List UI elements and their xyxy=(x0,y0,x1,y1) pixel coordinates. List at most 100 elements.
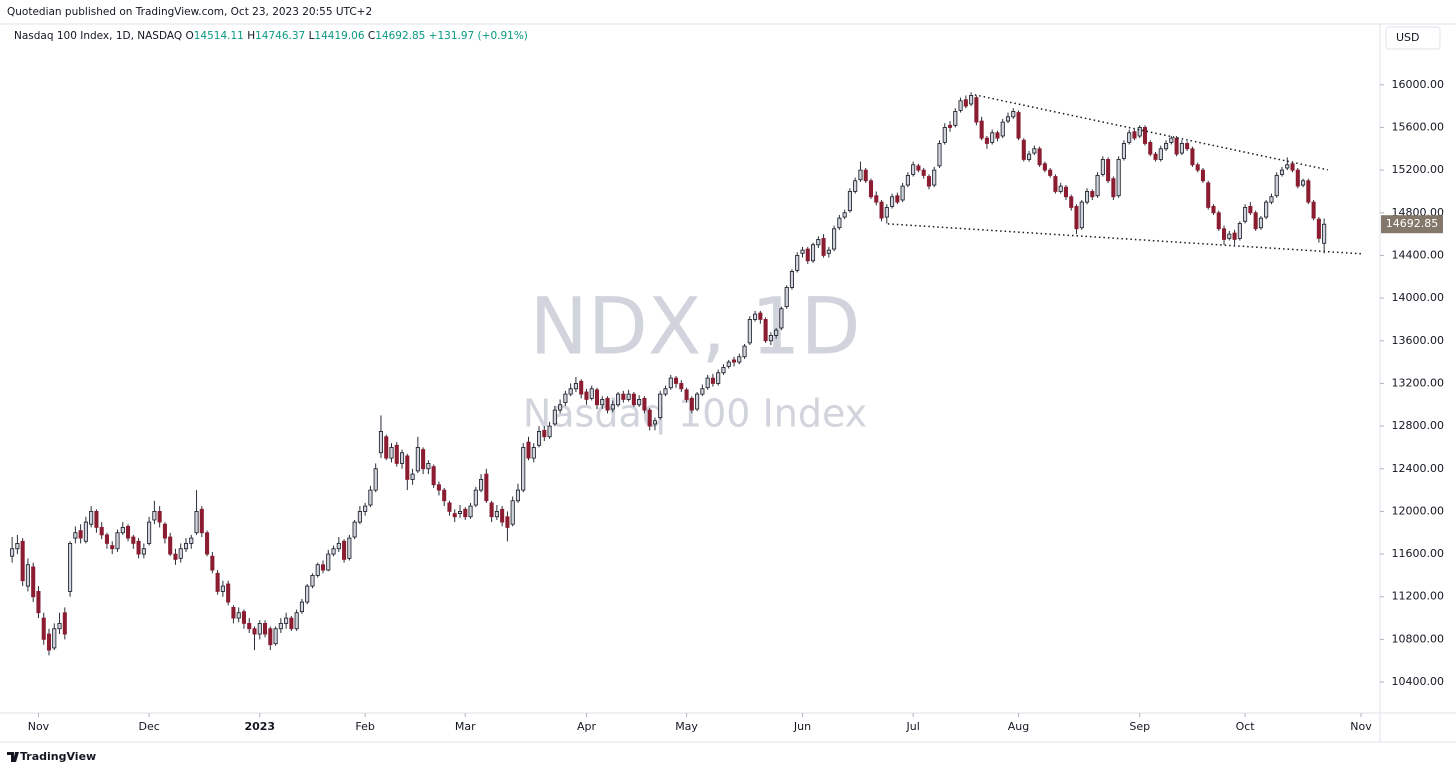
footer-logo-text[interactable]: TradingView xyxy=(20,750,96,763)
candle-body xyxy=(463,508,468,518)
y-tick-label: 15200.00 xyxy=(1392,163,1445,176)
candle-body xyxy=(942,127,947,143)
candle-body xyxy=(1000,121,1005,137)
candle-body xyxy=(1079,201,1084,229)
x-tick-label: Feb xyxy=(355,720,374,733)
candle-body xyxy=(768,335,773,342)
candle-body xyxy=(326,553,331,571)
y-tick-label: 12400.00 xyxy=(1392,462,1445,475)
candle-body xyxy=(1269,196,1274,203)
candle-body xyxy=(141,548,146,555)
currency-button[interactable] xyxy=(1385,26,1441,50)
candle-body xyxy=(726,361,731,367)
candle-body xyxy=(484,473,489,502)
y-tick-label: 10800.00 xyxy=(1392,632,1445,645)
candle-body xyxy=(969,95,974,105)
candle-body xyxy=(1021,139,1026,160)
x-tick-label: Oct xyxy=(1236,720,1256,733)
candle-body xyxy=(990,132,995,143)
candle-body xyxy=(320,564,326,571)
legend-part: +131.97 (+0.91%) xyxy=(429,30,528,42)
x-tick-label: Jun xyxy=(793,720,811,733)
candle-body xyxy=(884,207,889,218)
x-tick-label: Nov xyxy=(28,720,50,733)
candle-body xyxy=(805,248,810,262)
candle-body xyxy=(621,393,626,400)
candle-body xyxy=(421,449,426,470)
candle-body xyxy=(1005,116,1011,122)
y-tick-label: 11600.00 xyxy=(1392,547,1445,560)
candle-body xyxy=(310,575,315,587)
candle-body xyxy=(526,441,531,459)
candle-body xyxy=(1100,159,1105,175)
candle-body xyxy=(252,628,257,635)
candle-body xyxy=(1316,218,1321,239)
candle-body xyxy=(363,505,368,512)
candle-body xyxy=(568,388,573,395)
candle-body xyxy=(1084,191,1090,203)
candle-body xyxy=(753,313,758,320)
candle-body xyxy=(510,500,515,525)
candle-body xyxy=(152,511,157,521)
y-tick-label: 14400.00 xyxy=(1392,248,1445,261)
candle-body xyxy=(963,99,968,107)
footer-logo[interactable] xyxy=(7,752,19,762)
candle-body xyxy=(784,287,789,308)
candle-body xyxy=(57,623,62,630)
legend-part: 14692.85 xyxy=(375,30,425,42)
last-price-box xyxy=(1381,215,1443,234)
candle-body xyxy=(479,479,484,491)
candle-body xyxy=(795,255,800,271)
candle-body xyxy=(1142,127,1148,144)
candle-body xyxy=(758,312,763,320)
currency-label[interactable]: USD xyxy=(1396,31,1420,44)
candle-body xyxy=(995,132,1000,139)
candle-body xyxy=(226,583,231,603)
candle-body xyxy=(1243,207,1248,222)
candle-body xyxy=(1206,182,1211,208)
candle-body xyxy=(563,393,568,404)
candle-body xyxy=(1111,178,1116,198)
candle-body xyxy=(1090,191,1095,198)
candle-body xyxy=(199,508,204,534)
candle-body xyxy=(73,532,78,539)
candle-body xyxy=(31,566,36,598)
candle-body xyxy=(342,540,347,560)
candle-body xyxy=(542,429,547,438)
candle-body xyxy=(1221,228,1227,240)
candle-body xyxy=(811,244,816,262)
candle-body xyxy=(173,553,178,560)
candle-body xyxy=(1200,169,1205,182)
candle-body xyxy=(78,530,83,539)
candle-body xyxy=(705,377,710,389)
candle-body xyxy=(505,516,510,528)
legend-letter: C xyxy=(368,30,375,42)
candle-body xyxy=(94,511,99,528)
watermark-name: Nasdaq 100 Index xyxy=(523,392,867,436)
candle-body xyxy=(816,239,821,246)
candle-body xyxy=(410,473,415,480)
candle-body xyxy=(20,540,25,582)
candle-body xyxy=(616,393,621,406)
candle-body xyxy=(331,548,336,555)
candle-body xyxy=(1216,212,1221,230)
last-price-label: 14692.85 xyxy=(1386,217,1439,230)
candle-body xyxy=(83,521,88,542)
candle-body xyxy=(1053,176,1058,192)
candle-body xyxy=(737,356,742,363)
x-tick-label: 2023 xyxy=(244,720,275,733)
candle-body xyxy=(1037,148,1042,166)
candle-body xyxy=(289,617,294,630)
candle-body xyxy=(315,564,320,576)
y-tick-label: 10400.00 xyxy=(1392,675,1445,688)
candle-body xyxy=(1195,164,1200,171)
candle-body xyxy=(890,196,895,207)
candle-body xyxy=(120,527,125,534)
candle-body xyxy=(15,543,20,550)
candle-body xyxy=(263,623,268,635)
candle-body xyxy=(168,536,173,555)
candle-body xyxy=(373,468,378,491)
candle-body xyxy=(236,612,241,619)
x-tick-label: Jul xyxy=(906,720,920,733)
